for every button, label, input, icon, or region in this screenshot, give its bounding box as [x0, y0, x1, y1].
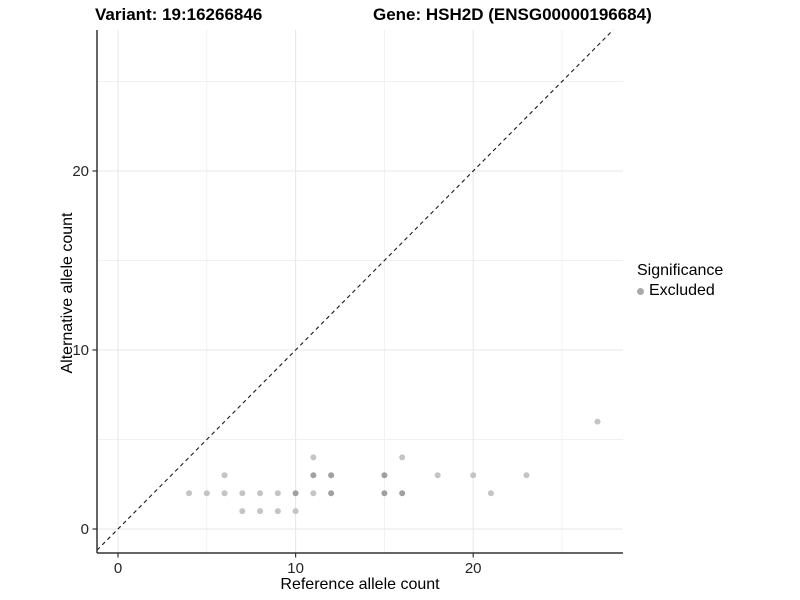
y-tick-label: 0: [81, 521, 89, 538]
data-point: [399, 454, 406, 461]
data-point: [310, 490, 317, 497]
data-point: [487, 490, 494, 497]
data-point: [523, 472, 530, 479]
identity-dashed-line: [96, 29, 614, 551]
data-point: [239, 490, 246, 497]
data-point: [221, 472, 228, 479]
legend-item-label: Excluded: [649, 282, 715, 299]
data-point: [381, 490, 388, 497]
data-point: [328, 490, 335, 497]
data-point: [292, 508, 299, 515]
data-point: [434, 472, 441, 479]
data-point: [257, 508, 264, 515]
y-tick-label: 10: [72, 342, 89, 359]
x-axis-label: Reference allele count: [280, 576, 440, 593]
data-point: [221, 490, 228, 497]
data-point: [186, 490, 193, 497]
x-tick-label: 10: [287, 560, 304, 577]
y-tick-label: 20: [72, 163, 89, 180]
plot-title-gene: Gene: HSH2D (ENSG00000196684): [373, 5, 652, 24]
legend-title: Significance: [637, 262, 724, 279]
data-point: [274, 508, 281, 515]
data-point: [381, 472, 388, 479]
data-point: [310, 454, 317, 461]
data-point: [328, 472, 335, 479]
data-point: [310, 472, 317, 479]
data-point: [203, 490, 210, 497]
x-tick-label: 0: [114, 560, 122, 577]
legend: Significance Excluded: [637, 262, 723, 300]
data-point: [399, 490, 406, 497]
plot-title-variant: Variant: 19:16266846: [95, 5, 263, 24]
data-point: [594, 418, 601, 425]
legend-item-excluded: Excluded: [637, 282, 723, 300]
data-point: [292, 490, 299, 497]
y-axis-label: Alternative allele count: [59, 212, 76, 374]
x-tick-label: 20: [465, 560, 482, 577]
data-point: [274, 490, 281, 497]
data-point: [257, 490, 264, 497]
data-point: [239, 508, 246, 515]
legend-point-icon: [637, 287, 644, 295]
data-point: [470, 472, 477, 479]
